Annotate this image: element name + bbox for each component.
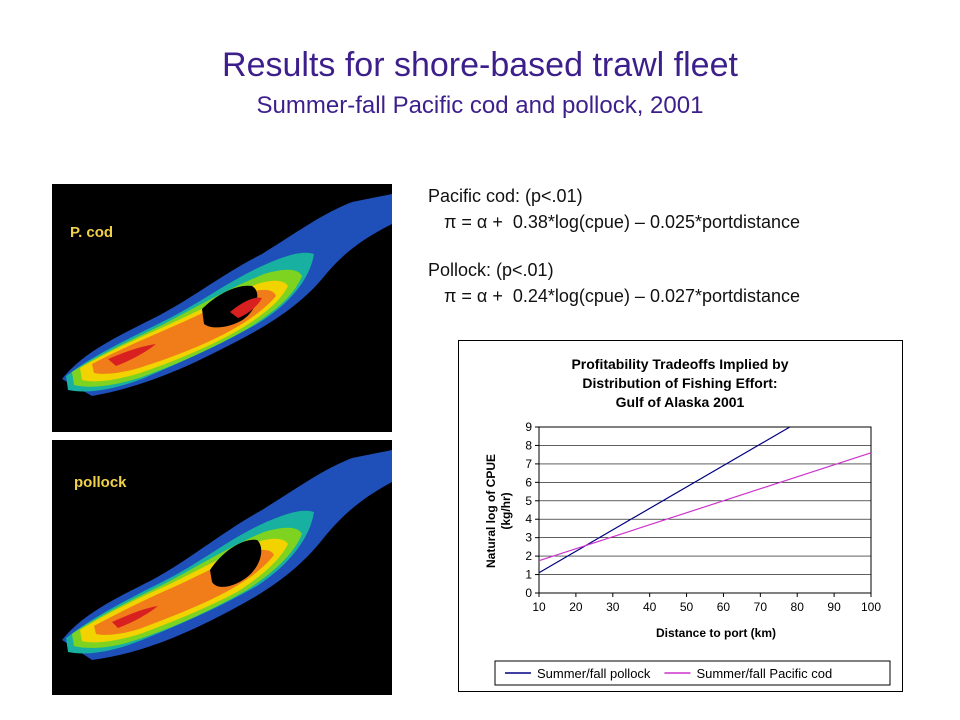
chart-legend: Summer/fall pollock Summer/fall Pacific c… — [494, 660, 891, 686]
pollock-equation-header: Pollock: (p<.01) — [428, 260, 554, 280]
chart-axes: 0 1 2 3 4 5 6 7 8 9 10 20 30 40 50 60 70 80 90 100 — [525, 420, 881, 614]
x-tick-label: 70 — [754, 600, 768, 614]
y-tick-label: 5 — [525, 494, 532, 508]
y-tick-label: 3 — [525, 531, 532, 545]
x-tick-label: 40 — [643, 600, 657, 614]
y-tick-label: 6 — [525, 475, 532, 489]
x-tick-label: 100 — [861, 600, 881, 614]
chart-title-line-1: Profitability Tradeoffs Implied by — [571, 356, 788, 372]
y-tick-label: 0 — [525, 586, 532, 600]
pacific-cod-heatmap — [52, 184, 392, 432]
y-tick-label: 2 — [525, 549, 532, 563]
x-tick-label: 90 — [827, 600, 841, 614]
y-tick-label: 9 — [525, 420, 532, 434]
chart-grid — [539, 426, 871, 594]
x-tick-label: 20 — [569, 600, 583, 614]
slide-subtitle: Summer-fall Pacific cod and pollock, 200… — [256, 92, 704, 119]
cod-equation-block: Pacific cod: (p<.01) π = α + 0.38*log(cp… — [428, 183, 800, 235]
series-line-pollock — [538, 426, 791, 574]
y-axis-label-line-2: (kg/hr) — [499, 492, 513, 529]
pollock-equation-formula: π = α + 0.24*log(cpue) – 0.027*portdista… — [444, 286, 801, 306]
y-tick-label: 8 — [525, 438, 532, 452]
profitability-chart: Profitability Tradeoffs Implied by Distr… — [458, 340, 903, 692]
y-tick-label: 4 — [525, 512, 532, 526]
pollock-heatmap — [52, 440, 392, 695]
map-label-pollock: pollock — [74, 474, 127, 491]
cod-equation-formula: π = α + 0.38*log(cpue) – 0.025*portdista… — [444, 212, 801, 232]
y-tick-label: 1 — [525, 568, 532, 582]
profitability-chart-svg: Profitability Tradeoffs Implied by Distr… — [484, 356, 891, 686]
series-line-pacific-cod — [538, 452, 872, 562]
y-axis-label-line-1: Natural log of CPUE — [484, 454, 498, 568]
slide-title: Results for shore-based trawl fleet — [222, 46, 738, 84]
pollock-equation-block: Pollock: (p<.01) π = α + 0.24*log(cpue) … — [428, 257, 800, 309]
legend-label-pollock: Summer/fall pollock — [537, 666, 651, 681]
x-tick-label: 80 — [791, 600, 805, 614]
plot-area-frame — [538, 426, 872, 594]
pacific-cod-map: P. cod — [52, 184, 392, 432]
chart-title-line-3: Gulf of Alaska 2001 — [616, 394, 745, 410]
cod-equation-header: Pacific cod: (p<.01) — [428, 186, 583, 206]
map-label-pacific-cod: P. cod — [70, 224, 114, 241]
chart-title-line-2: Distribution of Fishing Effort: — [582, 375, 777, 391]
legend-box — [494, 660, 891, 686]
chart-title: Profitability Tradeoffs Implied by Distr… — [571, 356, 788, 410]
x-tick-label: 50 — [680, 600, 694, 614]
x-tick-label: 30 — [606, 600, 620, 614]
pollock-map: pollock — [52, 440, 392, 695]
x-tick-label: 10 — [532, 600, 546, 614]
x-tick-label: 60 — [717, 600, 731, 614]
y-axis-label: Natural log of CPUE (kg/hr) — [484, 454, 513, 568]
y-tick-label: 7 — [525, 457, 532, 471]
x-axis-label: Distance to port (km) — [656, 626, 776, 640]
chart-series — [538, 426, 872, 574]
legend-label-pacific-cod: Summer/fall Pacific cod — [696, 666, 832, 681]
